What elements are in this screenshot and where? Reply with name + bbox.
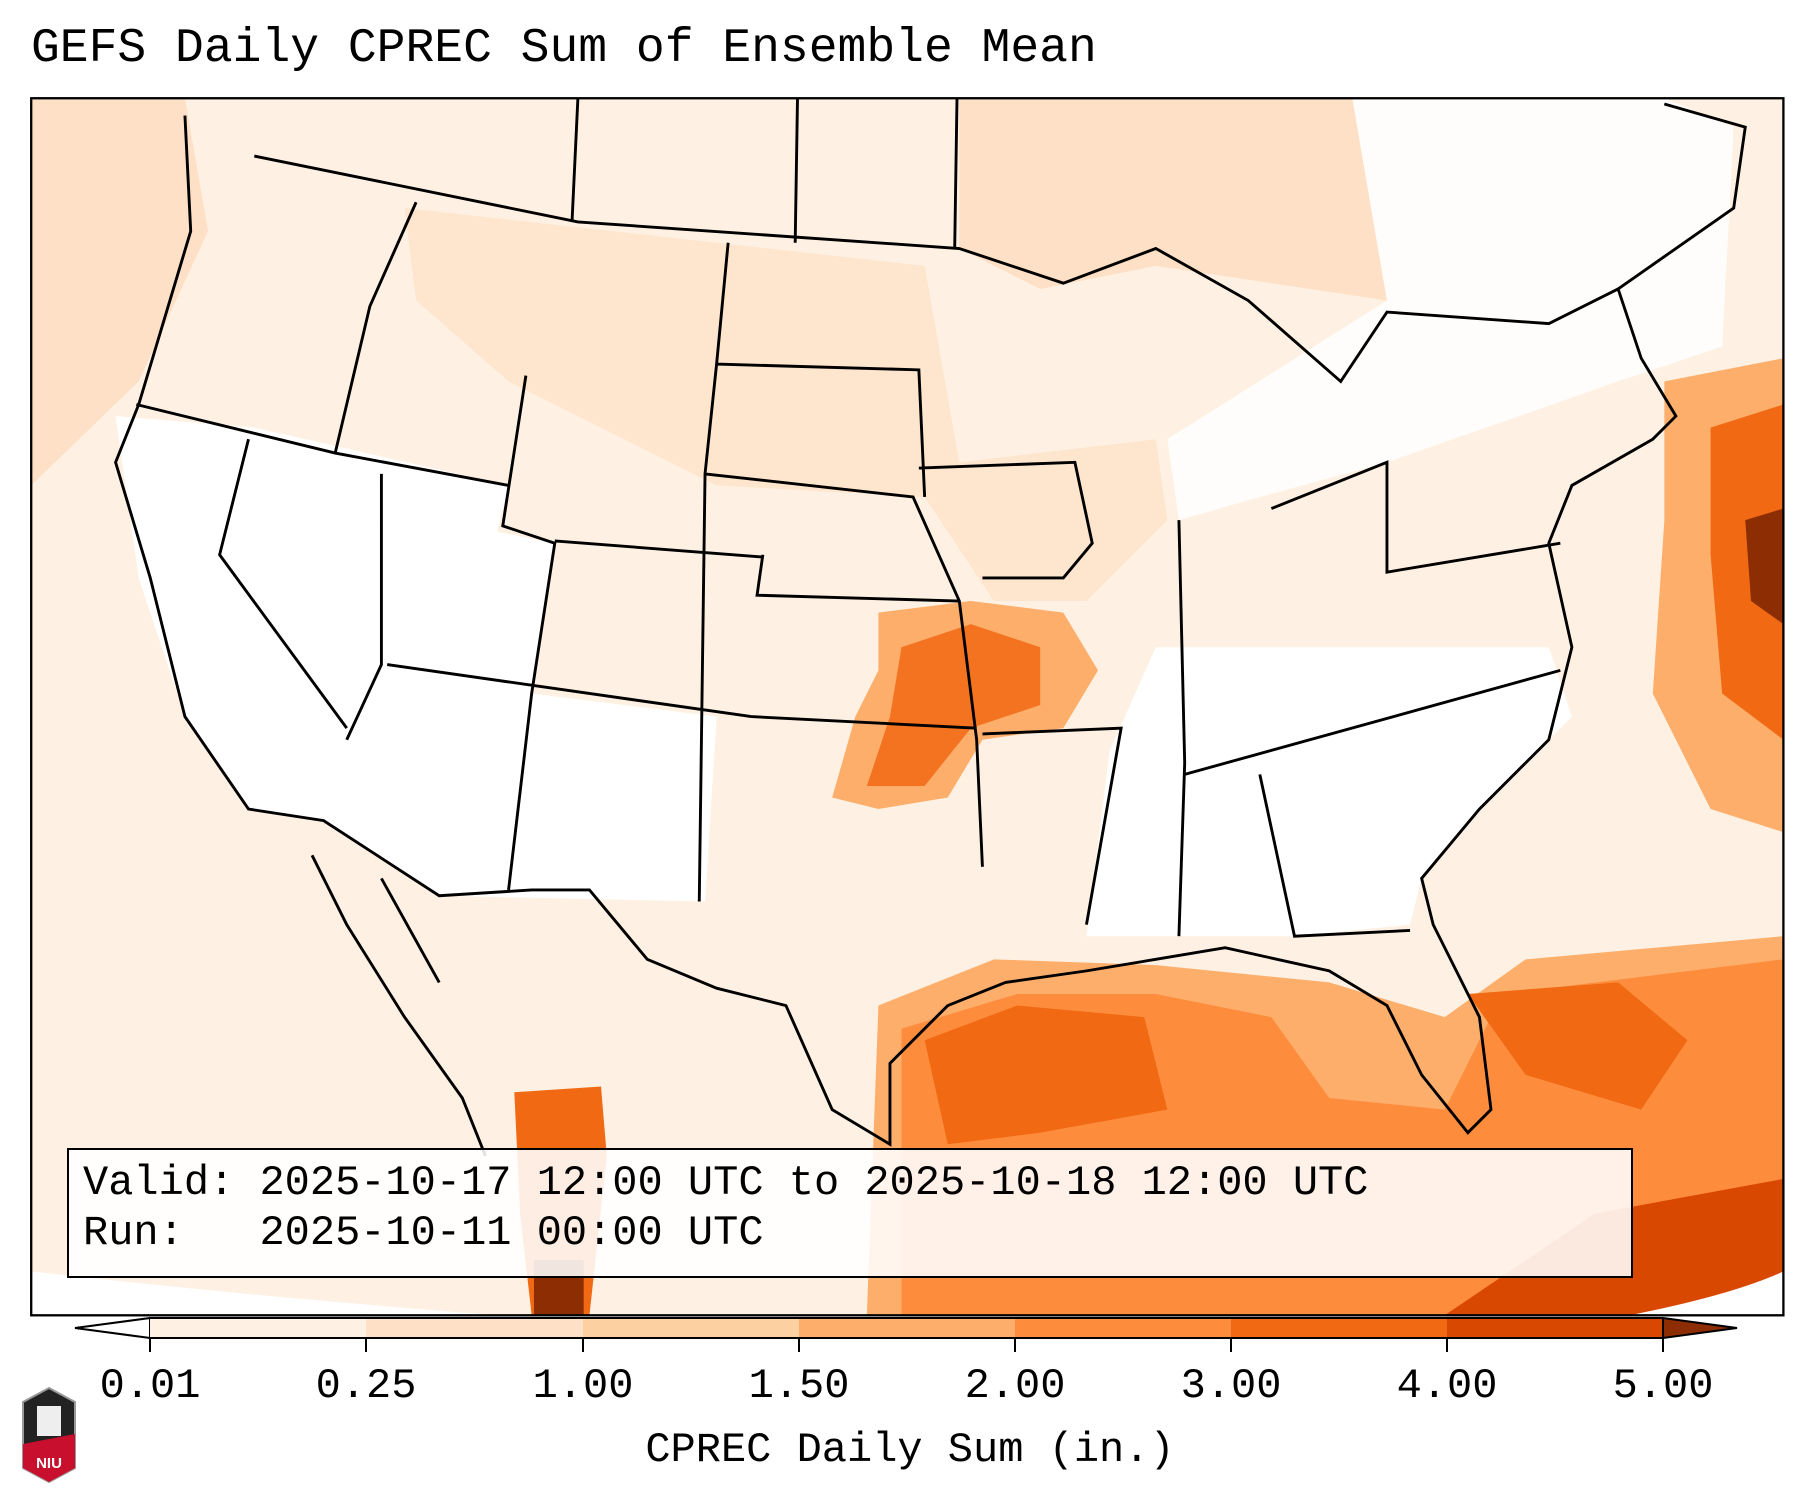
colorbar	[74, 1316, 1738, 1352]
colorbar-segment	[150, 1318, 367, 1338]
colorbar-outline	[150, 1317, 1663, 1339]
precip-area	[959, 98, 1387, 301]
colorbar-segment	[1231, 1318, 1448, 1338]
colorbar-tick-label: 5.00	[1612, 1362, 1714, 1410]
projection-edge	[1629, 1271, 1784, 1316]
precip-area	[1710, 404, 1784, 740]
colorbar-segment	[1015, 1318, 1232, 1338]
colorbar-tick-label: 0.25	[315, 1362, 417, 1410]
colorbar-segment	[799, 1318, 1016, 1338]
colorbar-label: CPREC Daily Sum (in.)	[645, 1426, 1175, 1474]
colorbar-tick-label: 2.00	[964, 1362, 1066, 1410]
colorbar-tick-label: 1.50	[748, 1362, 850, 1410]
colorbar-tick-label: 1.00	[532, 1362, 634, 1410]
precip-area	[866, 624, 1041, 786]
colorbar-segment	[1447, 1318, 1664, 1338]
colorbar-over-triangle	[1662, 1316, 1738, 1340]
precip-area	[404, 208, 1168, 602]
svg-text:NIU: NIU	[36, 1455, 62, 1472]
precip-area	[1745, 508, 1784, 625]
map-frame	[30, 97, 1785, 1317]
dry-area	[1086, 647, 1572, 937]
chart-title: GEFS Daily CPREC Sum of Ensemble Mean	[31, 22, 1097, 76]
run-time: 2025-10-11 00:00 UTC	[259, 1209, 764, 1257]
colorbar-tick-label: 3.00	[1180, 1362, 1282, 1410]
precip-area	[31, 98, 209, 486]
colorbar-segment	[366, 1318, 584, 1338]
colorbar-tick-label: 0.01	[99, 1362, 201, 1410]
precip-area	[1467, 982, 1688, 1110]
colorbar-segment	[583, 1318, 800, 1338]
colorbar-under-triangle	[74, 1316, 151, 1340]
valid-label: Valid:	[83, 1159, 235, 1207]
run-label: Run:	[83, 1209, 184, 1257]
dry-area	[115, 416, 717, 902]
dry-area	[1167, 98, 1734, 521]
colorbar-tick-label: 4.00	[1396, 1362, 1498, 1410]
niu-logo: NIU	[22, 1386, 76, 1484]
valid-time: 2025-10-17 12:00 UTC to 2025-10-18 12:00…	[259, 1159, 1369, 1207]
state-boundaries	[114, 98, 1747, 1157]
valid-run-info-box: Valid: 2025-10-17 12:00 UTC to 2025-10-1…	[67, 1148, 1633, 1278]
precip-area	[924, 1005, 1168, 1145]
projection-edge	[31, 1271, 497, 1316]
